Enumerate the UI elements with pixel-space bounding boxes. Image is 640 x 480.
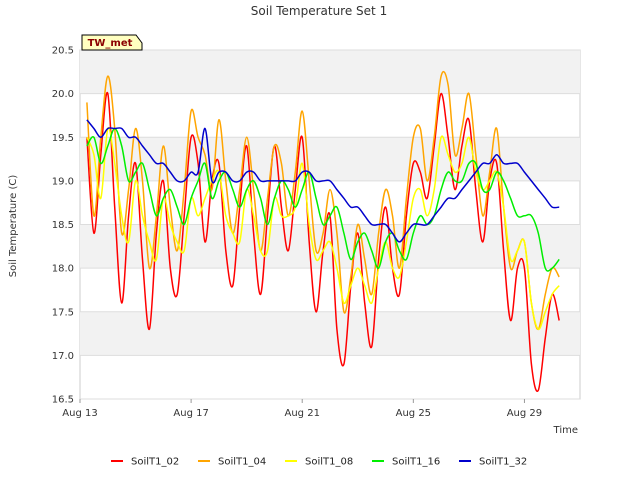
series-line-soilt1-02 [86, 91, 560, 392]
series-line-soilt1-32 [86, 119, 560, 243]
y-axis-title: Soil Temperature (C) [8, 175, 19, 278]
badge-label: TW_met [88, 38, 133, 49]
badge-box [81, 34, 143, 51]
x-tick-label: Aug 17 [173, 408, 208, 419]
y-tick-label: 17.0 [52, 351, 74, 362]
legend-label: SoilT1_16 [392, 457, 440, 468]
y-tick-label: 19.0 [52, 176, 74, 187]
legend: SoilT1_02 SoilT1_04 SoilT1_08 SoilT1_16 Soil… [111, 457, 527, 468]
legend-item-soilt1-02: SoilT1_02 [111, 457, 179, 468]
legend-item-soilt1-16: SoilT1_16 [372, 457, 440, 468]
plot-band [80, 137, 580, 181]
series-lines [86, 70, 560, 392]
y-tick-label: 19.5 [52, 133, 74, 144]
y-axis-ticks: 16.5 17.0 17.5 18.0 18.5 19.0 19.5 20.0 20.5 [52, 46, 74, 406]
y-tick-label: 18.5 [52, 220, 74, 231]
y-tick-label: 20.0 [52, 89, 74, 100]
y-tick-label: 17.5 [52, 307, 74, 318]
legend-label: SoilT1_32 [479, 457, 527, 468]
x-tick-label: Aug 29 [507, 408, 542, 419]
y-tick-label: 18.0 [52, 264, 74, 275]
legend-label: SoilT1_02 [131, 457, 179, 468]
legend-item-soilt1-32: SoilT1_32 [459, 457, 527, 468]
x-tick-label: Aug 21 [285, 408, 320, 419]
plot-band [80, 311, 580, 356]
plot-band [80, 224, 580, 269]
series-line-soilt1-08 [86, 126, 560, 330]
legend-item-soilt1-04: SoilT1_04 [198, 457, 266, 468]
y-tick-label: 16.5 [52, 395, 74, 406]
legend-label: SoilT1_08 [305, 457, 353, 468]
legend-label: SoilT1_04 [218, 457, 266, 468]
x-axis-title: Time [553, 425, 578, 436]
site-badge: TW_met [81, 34, 143, 51]
chart-title: Soil Temperature Set 1 [251, 4, 387, 18]
x-tick-label: Aug 13 [62, 408, 97, 419]
legend-item-soilt1-08: SoilT1_08 [285, 457, 353, 468]
x-tick-label: Aug 25 [396, 408, 431, 419]
x-axis-ticks: Aug 13 Aug 17 Aug 21 Aug 25 Aug 29 [62, 399, 542, 419]
plot-band [80, 50, 580, 94]
series-line-soilt1-16 [86, 127, 560, 272]
y-tick-label: 20.5 [52, 46, 74, 57]
